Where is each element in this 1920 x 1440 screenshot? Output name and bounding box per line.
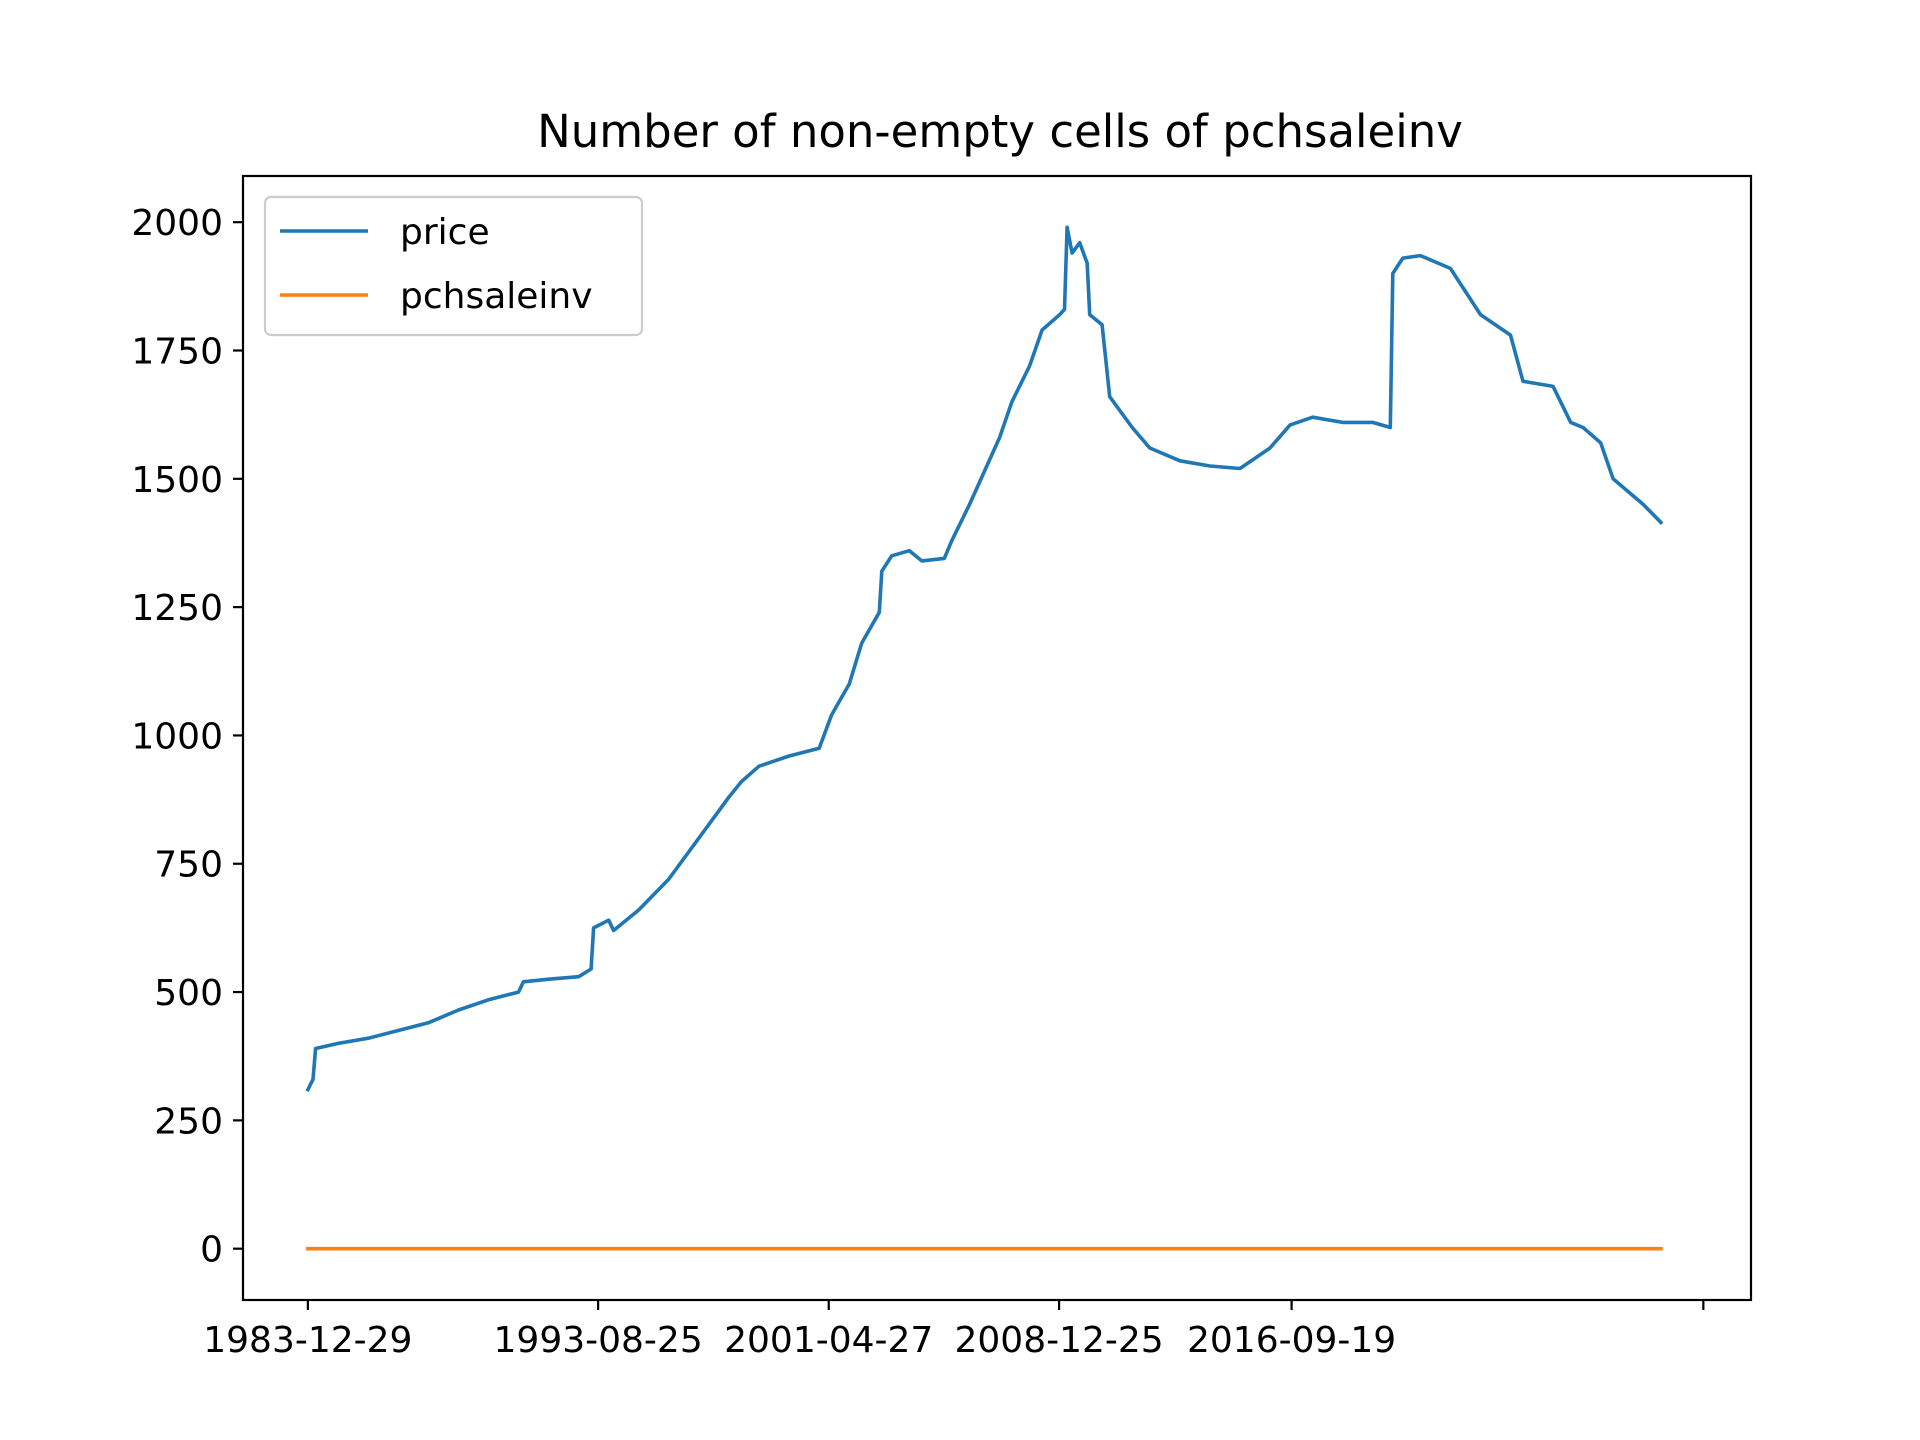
- y-tick-label: 500: [154, 973, 223, 1014]
- chart-title: Number of non-empty cells of pchsaleinv: [537, 105, 1463, 158]
- y-axis: 0 250 500 750 1000 1250 1500 1750 2000: [131, 203, 243, 1271]
- x-tick-label: 2016-09-19: [1187, 1320, 1396, 1361]
- x-tick-label: 1993-08-25: [494, 1320, 703, 1361]
- x-tick-label: 2008-12-25: [954, 1320, 1163, 1361]
- y-tick-label: 750: [154, 845, 223, 886]
- x-tick-label: 2001-04-27: [724, 1320, 933, 1361]
- y-tick-label: 0: [200, 1230, 223, 1271]
- legend-label-pchsaleinv: pchsaleinv: [400, 276, 593, 317]
- legend: price pchsaleinv: [263, 195, 644, 337]
- x-tick-label: 1983-12-29: [203, 1320, 412, 1361]
- y-tick-label: 1250: [131, 588, 223, 629]
- x-axis: 1983-12-29 1993-08-25 2001-04-27 2008-12-25…: [203, 1300, 1705, 1361]
- plot-frame: [241, 174, 1753, 1302]
- series-layer: [305, 225, 1664, 1251]
- y-tick-label: 1000: [131, 716, 223, 757]
- y-tick-label: 1750: [131, 332, 223, 373]
- y-tick-label: 1500: [131, 460, 223, 501]
- y-tick-label: 250: [154, 1101, 223, 1142]
- legend-label-price: price: [400, 212, 490, 253]
- series-line-price: [305, 225, 1664, 1093]
- y-tick-label: 2000: [131, 203, 223, 244]
